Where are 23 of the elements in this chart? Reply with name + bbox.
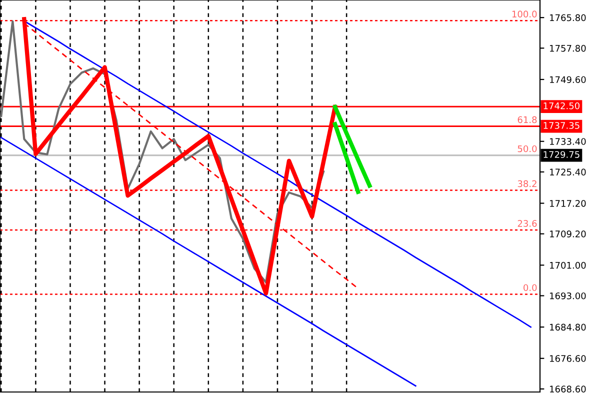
ref-line-label: 1742.50 <box>544 102 580 110</box>
y-tick-label: 1717.20 <box>550 200 586 207</box>
y-tick-label: 1709.20 <box>550 230 586 238</box>
y-tick-label: 1701.00 <box>550 262 586 269</box>
ref-line-label: 1729.75 <box>544 151 580 158</box>
line-series <box>0 136 416 387</box>
annotation: 61.8 <box>518 116 537 124</box>
y-tick-label: 1676.60 <box>550 355 586 362</box>
y-tick-label: 1693.00 <box>550 292 586 300</box>
y-tick-label: 1684.80 <box>550 324 586 331</box>
annotation: 38.2 <box>518 180 536 188</box>
annotation: 50.0 <box>518 145 537 152</box>
y-tick-label: 1757.80 <box>550 44 586 52</box>
y-tick-label: 1765.80 <box>550 14 586 22</box>
annotation: 0.0 <box>524 284 537 292</box>
y-tick-label: 1733.40 <box>550 138 586 145</box>
annotation: 23.6 <box>518 220 537 227</box>
y-tick-label: 1668.60 <box>550 386 586 392</box>
y-tick-label: 1725.40 <box>550 168 586 176</box>
annotation: 100.0 <box>512 10 537 18</box>
y-tick-label: 1749.60 <box>550 76 586 84</box>
line-series <box>332 104 372 188</box>
ref-line-label: 1737.35 <box>544 122 580 129</box>
